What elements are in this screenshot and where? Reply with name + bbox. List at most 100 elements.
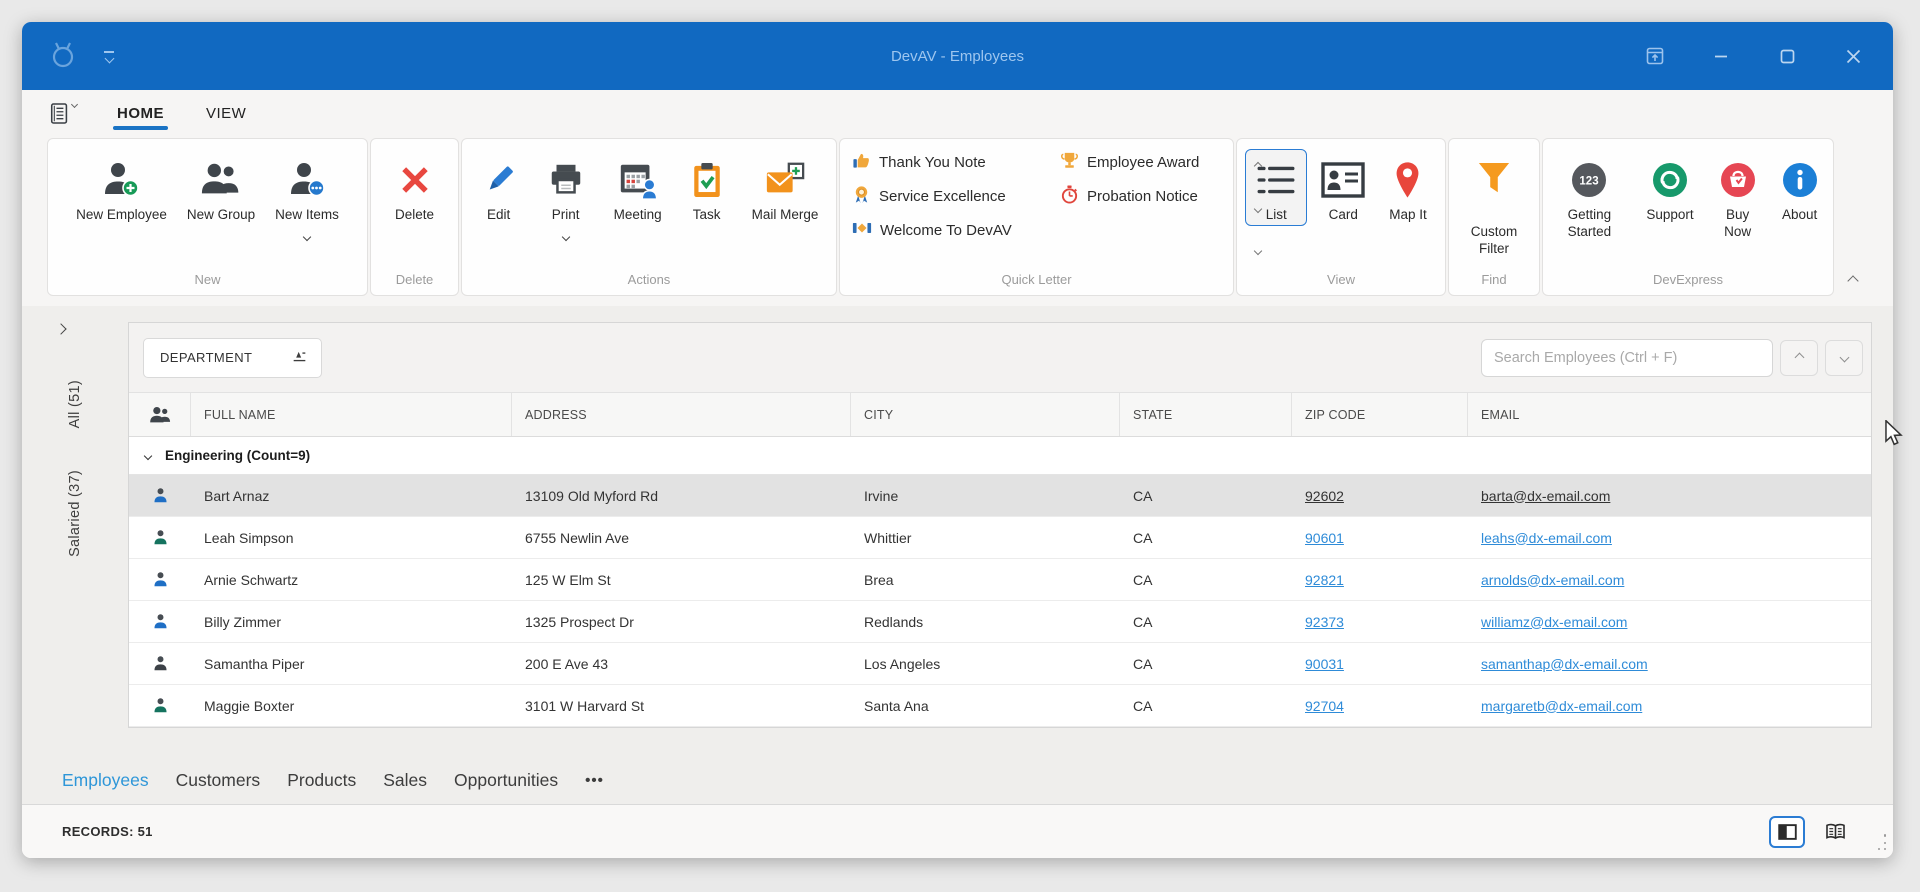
cell-address: 13109 Old Myford Rd: [525, 487, 659, 504]
view-list-button[interactable]: List: [1245, 149, 1308, 226]
column-header-full-name[interactable]: FULL NAME: [191, 393, 512, 437]
about-button[interactable]: About: [1772, 149, 1828, 226]
cell-full-name: Samantha Piper: [204, 655, 305, 672]
buy-now-button[interactable]: Buy Now: [1710, 149, 1766, 243]
cell-state: CA: [1133, 487, 1153, 504]
grid-toolbar: DEPARTMENT: [129, 323, 1871, 394]
email-link[interactable]: leahs@dx-email.com: [1481, 529, 1612, 546]
column-header-zip-code[interactable]: ZIP CODE: [1292, 393, 1468, 437]
rail-expand-button[interactable]: [55, 320, 67, 338]
group-row-engineering[interactable]: Engineering (Count=9): [129, 437, 1871, 475]
task-button[interactable]: Task: [680, 149, 734, 226]
employee-grid-panel: DEPARTMENT: [128, 322, 1872, 728]
getting-started-button[interactable]: 123 Getting Started: [1548, 149, 1630, 243]
row-person-icon: [129, 517, 191, 558]
gallery-expand-button[interactable]: [1253, 230, 1262, 272]
module-tab-customers[interactable]: Customers: [175, 769, 261, 790]
stopwatch-icon: [1060, 184, 1079, 208]
quick-letter-probation-notice[interactable]: Probation Notice: [1060, 184, 1250, 208]
zip-code-link[interactable]: 92821: [1305, 571, 1344, 588]
column-header-address[interactable]: ADDRESS: [512, 393, 851, 437]
filter-all[interactable]: All (51): [67, 380, 83, 429]
cell-address: 1325 Prospect Dr: [525, 613, 634, 630]
quick-letter-welcome[interactable]: Welcome To DevAV: [852, 220, 1060, 240]
module-tab-sales[interactable]: Sales: [383, 769, 428, 790]
tab-home[interactable]: HOME: [113, 95, 168, 132]
view-card-button[interactable]: Card: [1311, 149, 1375, 226]
medal-icon: [852, 185, 871, 208]
app-menu-button[interactable]: [50, 100, 79, 125]
mail-merge-button[interactable]: Mail Merge: [742, 149, 829, 226]
email-link[interactable]: margaretb@dx-email.com: [1481, 697, 1643, 714]
email-link[interactable]: arnolds@dx-email.com: [1481, 571, 1625, 588]
new-items-button[interactable]: New Items: [265, 149, 349, 248]
group-label-new: New: [194, 272, 221, 287]
delete-icon: [397, 154, 433, 206]
column-header-city[interactable]: CITY: [851, 393, 1120, 437]
zip-code-link[interactable]: 92373: [1305, 613, 1344, 630]
cell-state: CA: [1133, 613, 1153, 630]
new-group-icon: [200, 154, 242, 206]
ribbon-collapse-button[interactable]: [1847, 272, 1859, 290]
quick-letter-employee-award[interactable]: Employee Award: [1060, 151, 1250, 174]
reading-view-button[interactable]: [1817, 816, 1853, 848]
cell-full-name: Billy Zimmer: [204, 613, 281, 630]
support-button[interactable]: Support: [1636, 149, 1703, 226]
panel-layout-view-button[interactable]: [1769, 815, 1805, 848]
print-button[interactable]: Print: [536, 149, 596, 248]
filter-salaried[interactable]: Salaried (37): [67, 470, 83, 558]
zip-code-link[interactable]: 90601: [1305, 529, 1344, 546]
cell-state: CA: [1133, 697, 1153, 714]
table-row[interactable]: Samantha Piper 200 E Ave 43 Los Angeles …: [129, 643, 1871, 685]
new-employee-button[interactable]: New Employee: [66, 149, 177, 226]
new-group-button[interactable]: New Group: [177, 149, 265, 226]
column-header-state[interactable]: STATE: [1120, 393, 1292, 437]
zip-code-link[interactable]: 90031: [1305, 655, 1344, 672]
table-row[interactable]: Arnie Schwartz 125 W Elm St Brea CA 9282…: [129, 559, 1871, 601]
column-header-people-icon[interactable]: [129, 393, 191, 437]
table-row[interactable]: Leah Simpson 6755 Newlin Ave Whittier CA…: [129, 517, 1871, 559]
group-label-actions: Actions: [627, 272, 671, 287]
quick-letter-thank-you-note[interactable]: Thank You Note: [852, 151, 1060, 174]
meeting-button[interactable]: Meeting: [604, 149, 672, 226]
dock-panel-button[interactable]: [1645, 46, 1665, 66]
group-by-department-button[interactable]: DEPARTMENT: [143, 337, 323, 378]
quick-access-dropdown[interactable]: [104, 50, 114, 63]
search-next-button[interactable]: [1825, 339, 1863, 376]
email-link[interactable]: barta@dx-email.com: [1481, 487, 1611, 504]
edit-button[interactable]: Edit: [470, 149, 528, 226]
column-header-email[interactable]: EMAIL: [1481, 407, 1520, 422]
table-row[interactable]: Bart Arnaz 13109 Old Myford Rd Irvine CA…: [129, 475, 1871, 517]
email-link[interactable]: williamz@dx-email.com: [1481, 613, 1628, 630]
ribbon-group-devexpress: 123 Getting Started Support: [1542, 138, 1834, 296]
zip-code-link[interactable]: 92602: [1305, 487, 1344, 504]
email-link[interactable]: samanthap@dx-email.com: [1481, 655, 1648, 672]
trophy-icon: [1060, 151, 1079, 174]
search-input[interactable]: [1481, 338, 1773, 377]
quick-letter-service-excellence[interactable]: Service Excellence: [852, 185, 1060, 208]
delete-button[interactable]: Delete: [385, 149, 444, 226]
ribbon-group-new: New Employee New Group: [47, 138, 368, 296]
minimize-button[interactable]: [1711, 46, 1731, 66]
maximize-button[interactable]: [1777, 46, 1797, 66]
app-logo-icon[interactable]: [48, 39, 78, 74]
tab-view[interactable]: VIEW: [206, 104, 247, 122]
zip-code-link[interactable]: 92704: [1305, 697, 1344, 714]
module-tab-overflow[interactable]: •••: [585, 771, 604, 789]
chevron-down-icon: [302, 227, 312, 245]
module-tab-employees[interactable]: Employees: [62, 769, 149, 790]
module-tab-opportunities[interactable]: Opportunities: [454, 769, 559, 790]
new-items-icon: [287, 154, 327, 206]
table-row[interactable]: Billy Zimmer 1325 Prospect Dr Redlands C…: [129, 601, 1871, 643]
task-clipboard-icon: [690, 154, 724, 206]
close-button[interactable]: [1843, 46, 1863, 66]
funnel-icon: [1477, 154, 1511, 206]
table-row[interactable]: Maggie Boxter 3101 W Harvard St Santa An…: [129, 685, 1871, 727]
svg-text:123: 123: [1580, 176, 1599, 188]
resize-grip[interactable]: [1876, 834, 1886, 850]
search-previous-button[interactable]: [1780, 339, 1818, 376]
cell-state: CA: [1133, 655, 1153, 672]
custom-filter-button[interactable]: Custom Filter: [1455, 149, 1533, 260]
module-tab-products[interactable]: Products: [287, 769, 357, 790]
view-map-it-button[interactable]: Map It: [1379, 149, 1437, 226]
